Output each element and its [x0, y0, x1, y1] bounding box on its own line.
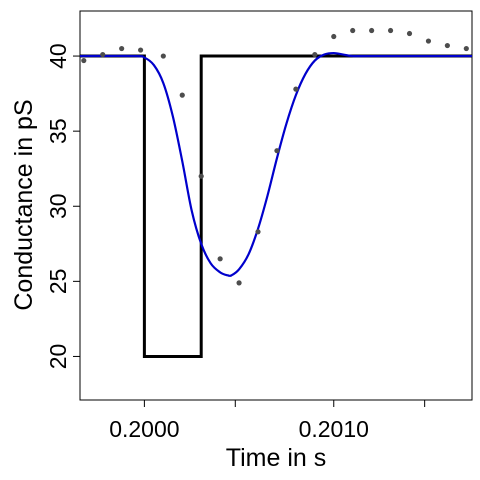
data-point	[119, 45, 125, 52]
step-line	[80, 54, 472, 358]
data-point	[179, 92, 185, 98]
data-point	[217, 256, 223, 262]
y-tick-label: 20	[45, 344, 71, 370]
data-point	[387, 27, 394, 34]
data-point	[331, 33, 337, 40]
plot-frame	[79, 10, 473, 401]
fitted-curve-series	[79, 51, 472, 278]
y-tick-label: 40	[45, 43, 71, 69]
data-point	[312, 51, 318, 58]
data-point	[293, 86, 299, 92]
data-point	[463, 45, 469, 52]
fit-curve-line	[79, 51, 472, 278]
data-point	[160, 53, 166, 59]
data-point	[274, 148, 280, 154]
data-point	[138, 47, 144, 53]
data-point	[100, 51, 106, 58]
measured-points-series	[81, 27, 469, 286]
x-axis: 0.2000 0.2010	[109, 400, 426, 442]
x-axis-label: Time in s	[226, 444, 326, 472]
x-tick-label: 0.2010	[299, 416, 369, 442]
y-tick-label: 30	[45, 193, 71, 219]
data-point	[236, 280, 242, 286]
data-point	[406, 30, 413, 37]
x-tick-label: 0.2000	[109, 416, 179, 442]
y-axis: 20 25 30 35 40	[45, 43, 80, 369]
data-point	[444, 42, 450, 49]
data-point	[81, 57, 87, 64]
data-point	[198, 173, 204, 179]
data-point	[425, 38, 432, 44]
stimulus-step-series	[80, 54, 472, 358]
y-tick-label: 35	[45, 118, 71, 144]
data-point	[369, 27, 375, 34]
y-tick-label: 25	[45, 269, 71, 295]
data-point	[255, 229, 261, 235]
data-point	[350, 27, 356, 34]
y-axis-label: Conductance in pS	[10, 99, 38, 310]
